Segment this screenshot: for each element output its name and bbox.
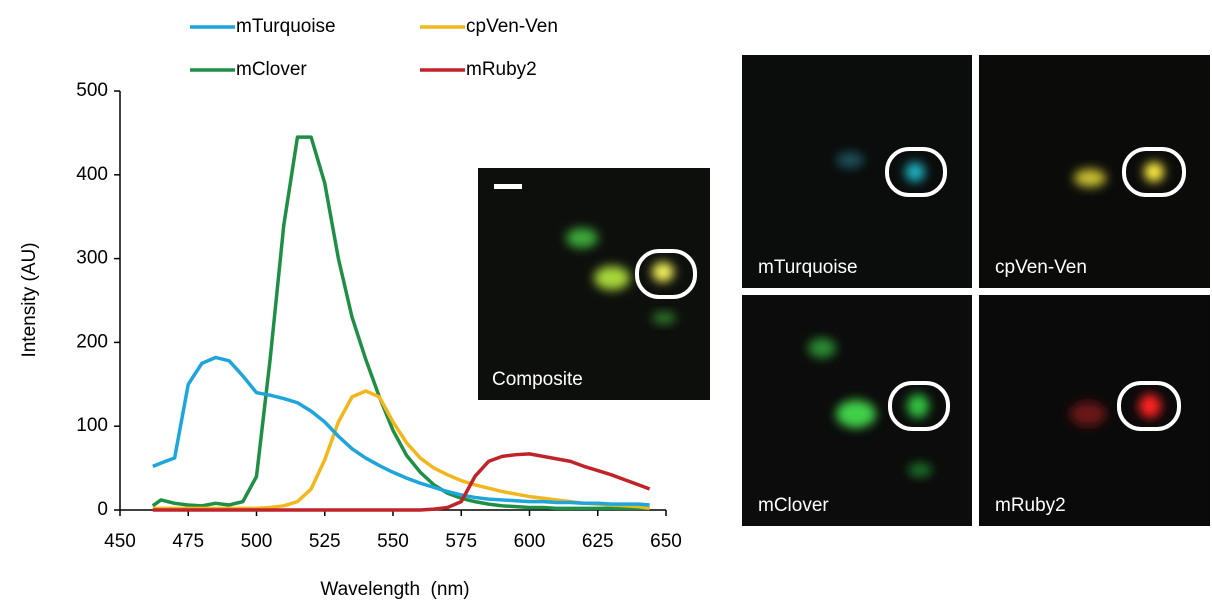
x-tick-label: 600 [514,531,546,552]
series-line [152,452,651,512]
x-tick-label: 650 [650,531,682,552]
legend-label: mRuby2 [466,59,537,80]
image-panel: mClover [742,295,972,526]
series-line [152,389,650,511]
y-tick-label: 100 [76,415,108,436]
image-panel: cpVen-Ven [979,55,1210,288]
image-label: mTurquoise [758,257,858,278]
y-tick-label: 300 [76,248,108,269]
image-label: Composite [492,369,583,390]
image-label: mClover [758,495,829,516]
legend-label: cpVen-Ven [466,16,558,37]
y-tick-label: 200 [76,331,108,352]
image-panel: mTurquoise [742,55,972,288]
x-tick-label: 475 [172,531,204,552]
x-tick-label: 525 [309,531,341,552]
series-line [151,135,650,511]
y-tick-label: 0 [97,499,108,520]
x-tick-label: 550 [377,531,409,552]
image-panel: mRuby2 [979,295,1210,526]
legend-label: mTurquoise [236,16,336,37]
y-tick-label: 500 [76,80,108,101]
x-tick-label: 625 [582,531,614,552]
y-axis-label: Intensity (AU) [19,242,40,357]
image-label: cpVen-Ven [995,257,1087,278]
series-line [152,355,650,507]
x-axis-label: Wavelength (nm) [320,579,469,600]
y-tick-label: 400 [76,164,108,185]
x-tick-label: 500 [241,531,273,552]
legend-label: mClover [236,59,307,80]
x-tick-label: 575 [445,531,477,552]
image-label: mRuby2 [995,495,1066,516]
x-tick-label: 450 [104,531,136,552]
image-panel: Composite [478,168,710,400]
